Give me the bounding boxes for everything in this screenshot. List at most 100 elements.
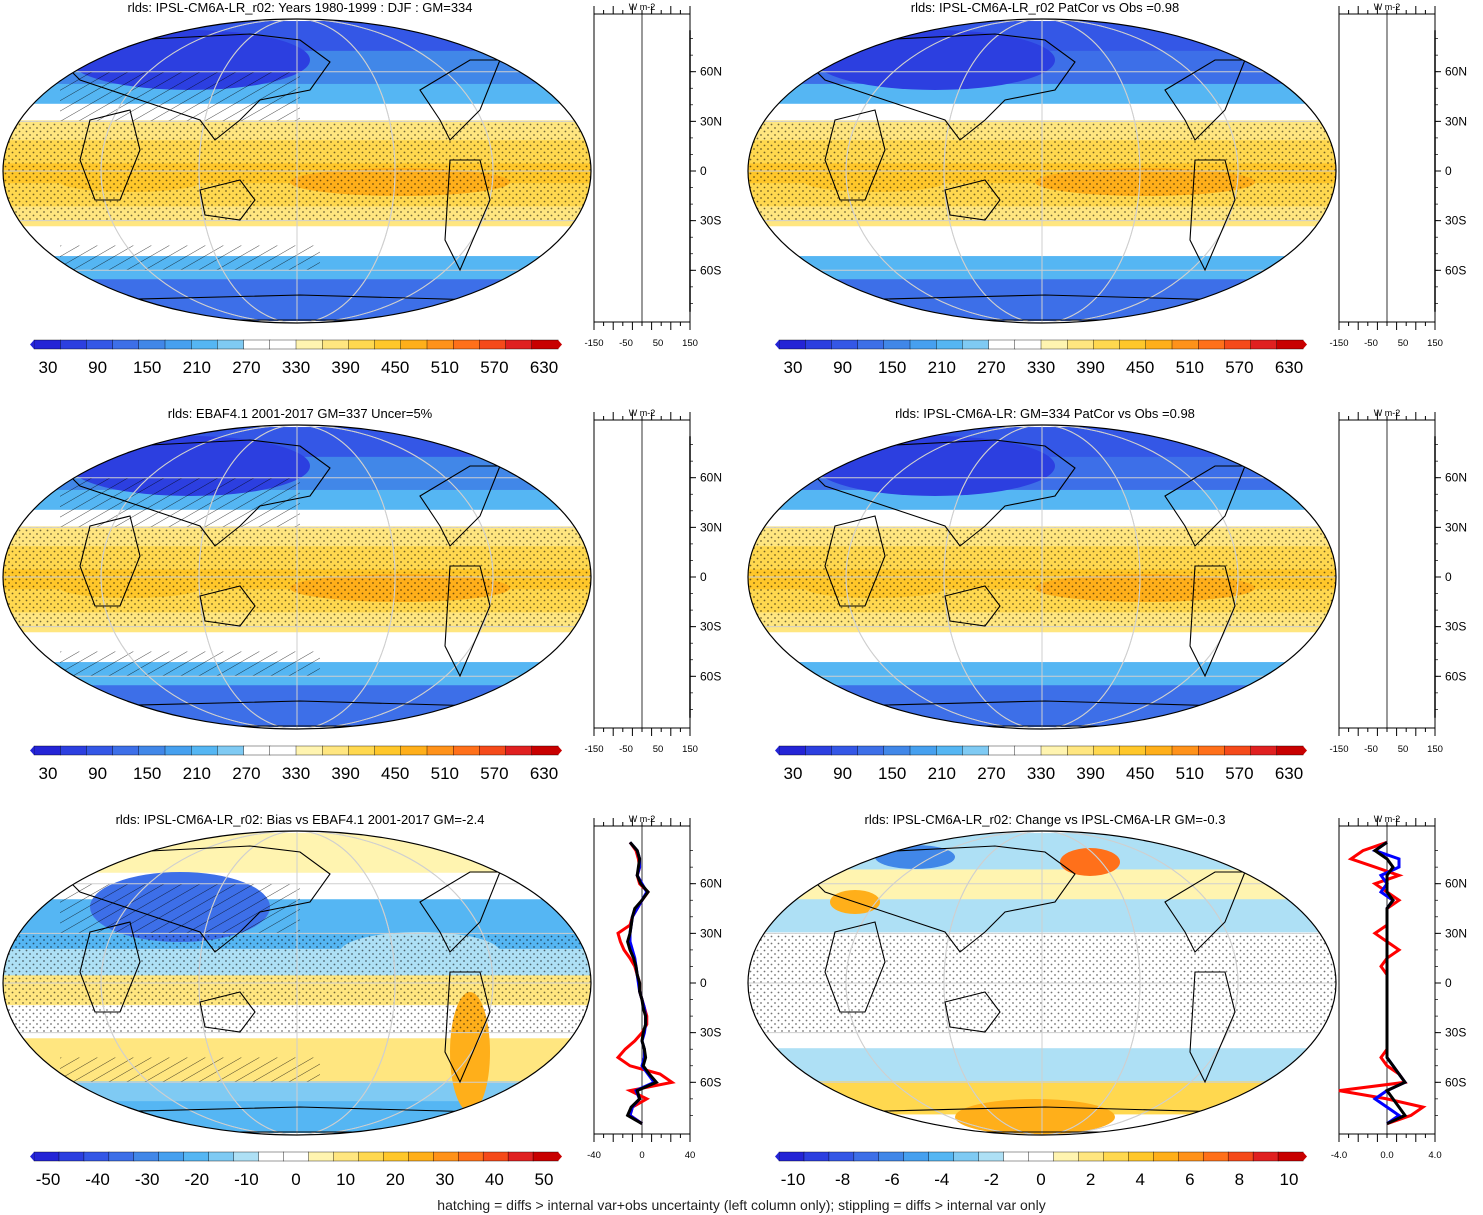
coastline <box>444 565 491 678</box>
colorbar-swatch <box>374 339 402 350</box>
graticule-lon <box>198 19 396 323</box>
colorbar-label: 150 <box>133 764 161 783</box>
lat-label: 60N <box>1445 471 1467 485</box>
graticule-lon <box>943 425 1141 729</box>
coastline <box>419 871 501 953</box>
colorbar-swatch <box>243 745 271 756</box>
lat-label: 0 <box>700 164 707 178</box>
panel-title: rlds: EBAF4.1 2001-2017 GM=337 Uncer=5% <box>167 406 433 421</box>
colorbar-label: 270 <box>977 764 1005 783</box>
zonal-series-line <box>615 841 676 1125</box>
colorbar-swatch <box>60 745 87 756</box>
hatching <box>60 1057 320 1083</box>
zonal-unit: W m-2 <box>1374 814 1401 824</box>
colorbar-swatch <box>1014 745 1042 756</box>
colorbar-swatch <box>482 1151 509 1162</box>
lat-label: 30S <box>700 214 721 228</box>
colorbar-swatch <box>453 339 480 350</box>
colorbar-swatch <box>308 1151 334 1162</box>
colorbar-label: 510 <box>1176 764 1204 783</box>
graticule-lon <box>845 19 1239 323</box>
colorbar-swatch <box>1224 339 1252 350</box>
colorbar-swatch <box>295 745 323 756</box>
colorbar-label: 330 <box>282 358 310 377</box>
colorbar-arrow <box>1303 1152 1307 1161</box>
colorbar-swatch <box>269 745 297 756</box>
zonal-tick-label: 150 <box>682 338 698 349</box>
coastline <box>58 33 331 141</box>
colorbar-swatch <box>333 1151 359 1162</box>
coastline <box>79 109 141 201</box>
zonal-mean-plot: W m-2 -150 -50 50 150 60N 30N 0 30S 60S <box>1329 408 1467 755</box>
map-border <box>2 830 592 1136</box>
colorbar-swatch <box>878 1151 905 1162</box>
colorbar-label: 30 <box>784 764 803 783</box>
colorbar-swatch <box>988 339 1016 350</box>
coastline <box>419 465 501 547</box>
colorbar-swatch <box>1145 745 1173 756</box>
colorbar-swatch <box>83 1151 110 1162</box>
lat-label: 60S <box>1445 263 1466 277</box>
lat-label: 30S <box>700 1026 721 1040</box>
colorbar-label: 90 <box>88 764 107 783</box>
zonal-unit: W m-2 <box>1374 408 1401 418</box>
coastline <box>803 33 1076 141</box>
colorbar-label: 50 <box>535 1170 554 1189</box>
hatching <box>60 245 320 271</box>
colorbar-label: 10 <box>1280 1170 1299 1189</box>
colorbar-swatch <box>243 339 271 350</box>
colorbar-label: 330 <box>282 764 310 783</box>
colorbar-swatch <box>805 745 832 756</box>
colorbar-arrow <box>558 746 562 755</box>
lat-label: 0 <box>1445 570 1452 584</box>
colorbar-swatch <box>1250 745 1278 756</box>
coastline <box>1164 465 1246 547</box>
colorbar-label: 630 <box>1275 358 1303 377</box>
colorbar-swatch <box>60 339 87 350</box>
map-field <box>3 19 591 323</box>
colorbar-swatch <box>374 745 402 756</box>
colorbar-swatch <box>1198 339 1225 350</box>
colorbar-swatch <box>217 339 245 350</box>
colorbar-label: -50 <box>36 1170 61 1189</box>
zonal-tick-label: -150 <box>584 338 603 349</box>
colorbar-label: 450 <box>1126 358 1154 377</box>
colorbar-label: 0 <box>291 1170 300 1189</box>
colorbar-label: -30 <box>135 1170 160 1189</box>
lat-label: 60N <box>700 65 722 79</box>
colorbar-swatch <box>208 1151 235 1162</box>
colorbar-swatch <box>164 745 192 756</box>
colorbar-swatch <box>58 1151 85 1162</box>
graticule-lon <box>198 831 396 1135</box>
coastline <box>824 515 886 607</box>
colorbar-label: 570 <box>1225 358 1253 377</box>
colorbar-swatch <box>1276 745 1304 756</box>
colorbar-arrow <box>1303 746 1307 755</box>
graticule-lon <box>100 831 494 1135</box>
colorbar-swatch <box>453 745 480 756</box>
zonal-tick-label: 4.0 <box>1428 1150 1441 1161</box>
zonal-tick-label: 40 <box>685 1150 696 1161</box>
coastline <box>944 585 1001 627</box>
zonal-tick-label: -4.0 <box>1331 1150 1347 1161</box>
colorbar-label: 450 <box>1126 764 1154 783</box>
colorbar-label: 20 <box>386 1170 405 1189</box>
lat-label: 30N <box>700 520 722 534</box>
colorbar-swatch <box>1067 339 1094 350</box>
colorbar-swatch <box>1145 339 1173 350</box>
colorbar-swatch <box>1198 745 1225 756</box>
coastline <box>199 991 256 1033</box>
footnote: hatching = diffs > internal var+obs unce… <box>437 1197 1046 1213</box>
colorbar-swatch <box>1224 745 1252 756</box>
colorbar-label: 270 <box>232 764 260 783</box>
panel-title: rlds: IPSL-CM6A-LR_r02 PatCor vs Obs =0.… <box>910 0 1180 15</box>
coastline <box>199 585 256 627</box>
colorbar-swatch <box>1119 339 1147 350</box>
zonal-unit: W m-2 <box>629 408 656 418</box>
colorbar-label: 6 <box>1185 1170 1194 1189</box>
colorbar-swatch <box>909 745 937 756</box>
map-border <box>747 830 1337 1136</box>
colorbar-swatch <box>158 1151 185 1162</box>
colorbar-label: 330 <box>1027 358 1055 377</box>
colorbar-label: 210 <box>183 764 211 783</box>
